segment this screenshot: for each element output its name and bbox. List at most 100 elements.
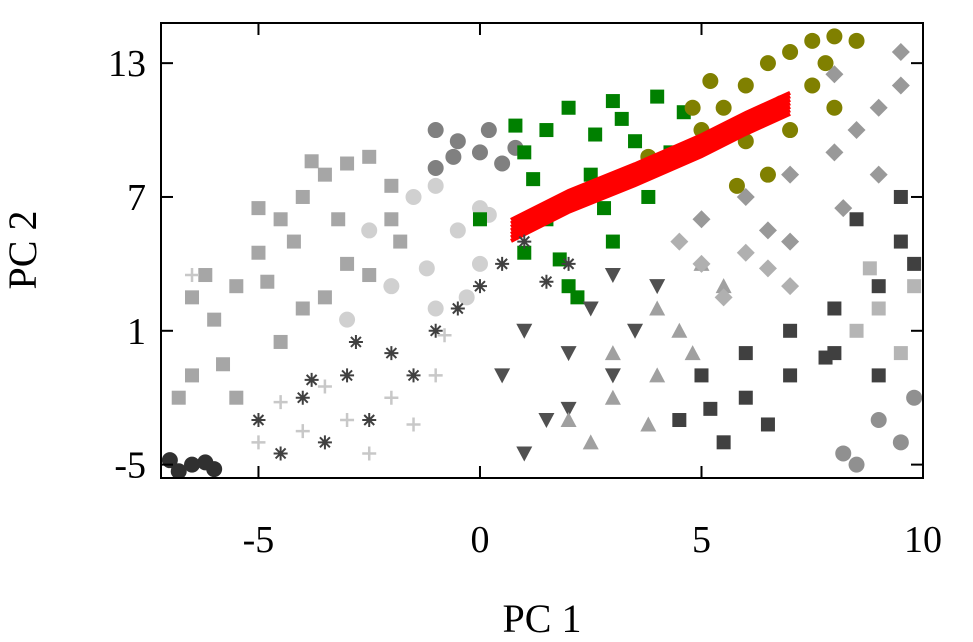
data-points xyxy=(161,28,923,478)
data-point xyxy=(628,134,643,149)
data-point xyxy=(495,256,510,271)
y-axis-title: PC 2 xyxy=(0,211,45,290)
data-point xyxy=(494,368,511,384)
axis-ticks: -5 0 5 10 -5 1 7 13 xyxy=(108,23,942,561)
data-point xyxy=(614,111,629,126)
x-tick-label: -5 xyxy=(243,519,275,561)
series-0 xyxy=(171,149,408,405)
data-point xyxy=(715,99,732,116)
data-point xyxy=(216,357,231,372)
data-point xyxy=(604,345,621,361)
data-point xyxy=(273,334,288,349)
series-line xyxy=(510,90,791,222)
data-point xyxy=(604,368,621,384)
data-point xyxy=(317,167,332,182)
series-12 xyxy=(672,189,922,450)
data-point xyxy=(728,177,745,194)
data-point xyxy=(472,212,487,227)
data-point xyxy=(759,55,776,72)
data-point xyxy=(295,390,310,405)
series-14 xyxy=(835,389,923,473)
data-point xyxy=(362,268,377,283)
data-point xyxy=(781,165,800,184)
data-point xyxy=(736,243,755,262)
data-point xyxy=(406,368,421,383)
data-point xyxy=(185,368,200,383)
data-point xyxy=(758,259,777,278)
data-point xyxy=(539,274,554,289)
data-point xyxy=(906,389,923,406)
data-point xyxy=(782,43,799,60)
data-point xyxy=(340,368,355,383)
data-point xyxy=(428,323,443,338)
data-point xyxy=(781,277,800,296)
data-point xyxy=(583,167,598,182)
data-point xyxy=(649,300,666,316)
series-6 xyxy=(251,234,576,461)
data-point xyxy=(340,256,355,271)
data-point xyxy=(229,390,244,405)
data-point xyxy=(295,424,310,439)
data-point xyxy=(827,301,842,316)
data-point xyxy=(716,435,731,450)
data-point xyxy=(702,72,719,89)
data-point xyxy=(737,77,754,94)
data-point xyxy=(604,389,621,405)
data-point xyxy=(847,121,866,140)
data-point xyxy=(561,100,576,115)
data-point xyxy=(229,279,244,294)
series-line xyxy=(510,108,791,240)
data-point xyxy=(384,212,399,227)
series-10 xyxy=(692,42,910,251)
data-point xyxy=(383,278,400,295)
data-point xyxy=(783,323,798,338)
data-point xyxy=(627,323,644,339)
data-point xyxy=(472,279,487,294)
data-point xyxy=(494,155,511,172)
series-line xyxy=(510,94,791,226)
data-point xyxy=(738,390,753,405)
data-point xyxy=(437,328,452,343)
data-point xyxy=(715,278,732,294)
data-point xyxy=(384,178,399,193)
data-point xyxy=(640,416,657,432)
data-point xyxy=(892,434,909,451)
data-point xyxy=(406,417,421,432)
data-point xyxy=(869,98,888,117)
data-point xyxy=(197,454,214,471)
data-point xyxy=(198,268,213,283)
data-point xyxy=(891,76,910,95)
data-point xyxy=(445,148,462,165)
data-point xyxy=(185,290,200,305)
data-point xyxy=(362,446,377,461)
data-point xyxy=(450,301,465,316)
series-1 xyxy=(339,177,497,328)
data-point xyxy=(539,123,554,138)
data-point xyxy=(692,210,711,229)
data-point xyxy=(783,368,798,383)
data-point xyxy=(362,149,377,164)
data-point xyxy=(650,89,665,104)
data-point xyxy=(339,311,356,328)
data-point xyxy=(871,301,886,316)
data-point xyxy=(560,412,577,428)
data-point xyxy=(449,133,466,150)
data-point xyxy=(848,456,865,473)
series-8 xyxy=(494,268,666,462)
data-point xyxy=(869,165,888,184)
series-line xyxy=(510,101,791,233)
data-point xyxy=(825,143,844,162)
data-point xyxy=(405,188,422,205)
data-point xyxy=(684,99,701,116)
data-point xyxy=(184,456,201,473)
data-point xyxy=(185,268,200,283)
data-point xyxy=(826,28,843,45)
data-point xyxy=(893,234,908,249)
data-point xyxy=(848,32,865,49)
data-point xyxy=(782,122,799,139)
y-tick-label: -5 xyxy=(114,445,146,487)
data-point xyxy=(516,446,533,462)
data-point xyxy=(317,290,332,305)
data-point xyxy=(273,212,288,227)
data-point xyxy=(538,413,555,429)
